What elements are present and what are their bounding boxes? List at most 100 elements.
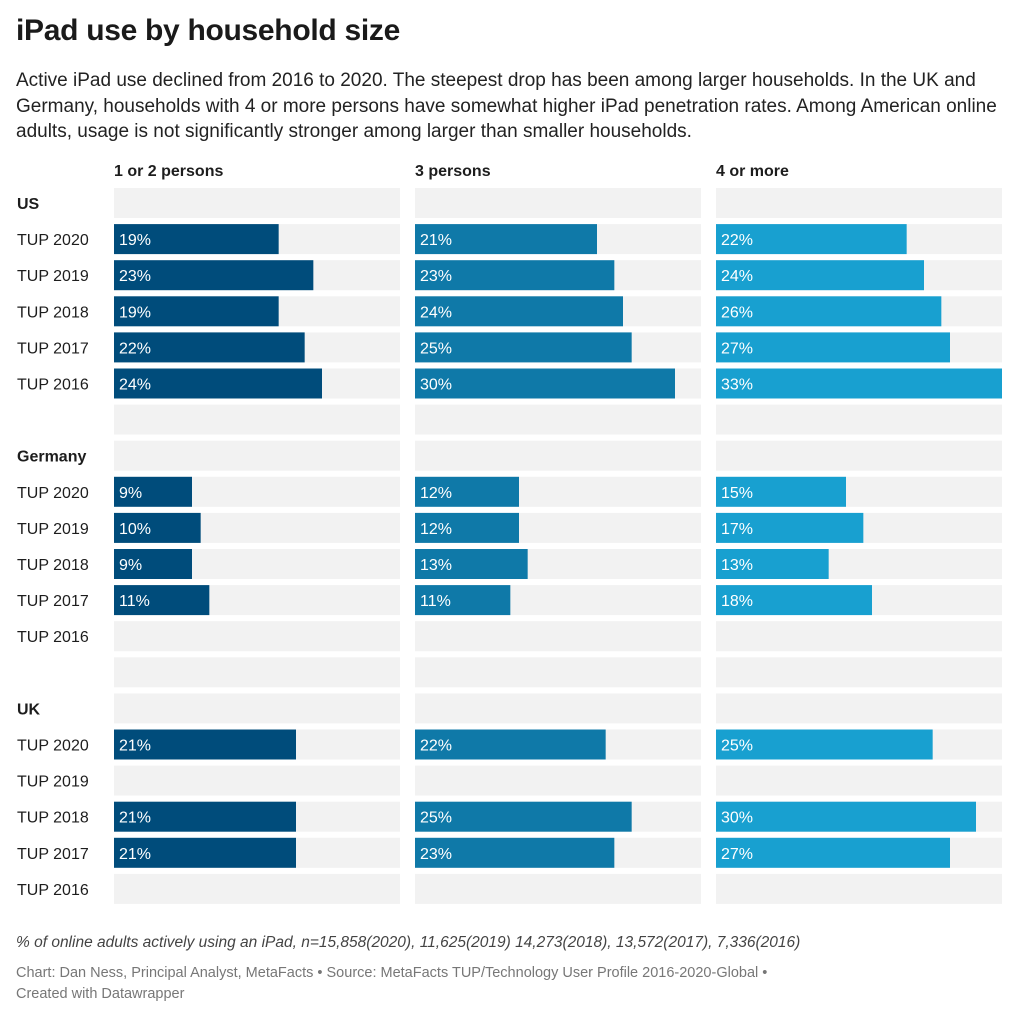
bar-germany-tup-2018-4-or-more	[716, 549, 829, 579]
row-background	[415, 765, 701, 796]
data-label: 19%	[119, 232, 151, 249]
row-label: TUP 2018	[17, 810, 89, 827]
column-header-4-or-more: 4 or more	[716, 163, 789, 180]
bar-us-tup-2016-4-or-more	[716, 368, 1002, 399]
bar-germany-tup-2019-4-or-more	[716, 512, 864, 543]
row-background	[415, 440, 701, 471]
row-background	[716, 404, 1002, 435]
bar-chart: 1 or 2 persons 3 persons 4 or more US TUP 20…	[17, 163, 1002, 904]
row-label: TUP 2018	[17, 557, 89, 574]
bar-us-tup-2018-1-or-2-persons	[114, 296, 279, 327]
bar-us-tup-2018-4-or-more	[716, 296, 942, 327]
data-label: 25%	[721, 738, 753, 755]
byline-chart-credit: Chart: Dan Ness, Principal Analyst, Meta…	[16, 965, 314, 981]
bar-us-tup-2019-3-persons	[415, 260, 615, 291]
bar-germany-tup-2018-3-persons	[415, 549, 528, 579]
row-background	[716, 657, 1002, 688]
row-label: TUP 2020	[17, 232, 89, 249]
byline-created-with: Created with Datawrapper	[16, 986, 185, 1002]
bar-germany-tup-2017-4-or-more	[716, 585, 872, 616]
bar-uk-tup-2020-1-or-2-persons	[114, 729, 296, 760]
row-label: TUP 2016	[17, 629, 89, 646]
group-label-germany: Germany	[17, 449, 86, 466]
bar-germany-tup-2020-4-or-more	[716, 476, 846, 507]
data-label: 18%	[721, 593, 753, 610]
data-label: 26%	[721, 304, 753, 321]
data-label: 22%	[721, 232, 753, 249]
data-label: 17%	[721, 521, 753, 538]
data-label: 11%	[119, 593, 150, 610]
row-label: TUP 2019	[17, 268, 89, 285]
row-background	[114, 693, 400, 724]
data-label: 21%	[119, 738, 151, 755]
bar-us-tup-2020-3-persons	[415, 224, 597, 255]
chart-notes: % of online adults actively using an iPa…	[16, 934, 801, 951]
row-label: TUP 2017	[17, 593, 89, 610]
row-background	[415, 621, 701, 652]
data-label: 11%	[420, 593, 451, 610]
data-label: 9%	[119, 557, 142, 574]
data-label: 15%	[721, 485, 753, 502]
row-background	[716, 621, 1002, 652]
bar-uk-tup-2017-1-or-2-persons	[114, 837, 296, 868]
data-label: 33%	[721, 377, 753, 394]
data-label: 22%	[119, 340, 151, 357]
bar-uk-tup-2020-3-persons	[415, 729, 606, 760]
row-background	[114, 657, 400, 688]
column-header-1-or-2-persons: 1 or 2 persons	[114, 163, 223, 180]
data-label: 13%	[420, 557, 452, 574]
row-background	[114, 404, 400, 435]
bar-germany-tup-2020-3-persons	[415, 476, 519, 507]
row-background	[716, 693, 1002, 724]
bar-us-tup-2019-4-or-more	[716, 260, 924, 291]
row-label: TUP 2017	[17, 846, 89, 863]
row-label: TUP 2018	[17, 304, 89, 321]
row-background	[716, 765, 1002, 796]
data-label: 12%	[420, 521, 452, 538]
row-label: TUP 2019	[17, 774, 89, 791]
chart-subtitle: Active iPad use declined from 2016 to 20…	[16, 70, 997, 142]
row-label: TUP 2019	[17, 521, 89, 538]
chart-byline: Chart: Dan Ness, Principal Analyst, Meta…	[16, 963, 916, 1005]
row-background	[415, 657, 701, 688]
byline-separator: •	[317, 965, 323, 981]
data-label: 30%	[721, 810, 753, 827]
data-label: 23%	[119, 268, 151, 285]
bar-us-tup-2019-1-or-2-persons	[114, 260, 314, 291]
row-background	[415, 188, 701, 218]
bar-us-tup-2016-3-persons	[415, 368, 675, 399]
data-label: 9%	[119, 485, 142, 502]
bar-uk-tup-2017-4-or-more	[716, 837, 950, 868]
data-label: 10%	[119, 521, 151, 538]
data-label: 30%	[420, 377, 452, 394]
data-label: 23%	[420, 846, 452, 863]
data-label: 21%	[420, 232, 452, 249]
data-label: 25%	[420, 340, 452, 357]
row-background	[716, 873, 1002, 904]
data-label: 23%	[420, 268, 452, 285]
row-background	[415, 693, 701, 724]
bar-us-tup-2018-3-persons	[415, 296, 623, 327]
bar-germany-tup-2019-1-or-2-persons	[114, 512, 201, 543]
bar-germany-tup-2017-1-or-2-persons	[114, 585, 210, 616]
data-label: 24%	[721, 268, 753, 285]
data-label: 21%	[119, 810, 151, 827]
data-label: 27%	[721, 846, 753, 863]
bar-germany-tup-2018-1-or-2-persons	[114, 549, 192, 579]
row-label: TUP 2020	[17, 485, 89, 502]
bar-uk-tup-2018-4-or-more	[716, 801, 976, 832]
row-background	[415, 873, 701, 904]
data-label: 24%	[119, 377, 151, 394]
bar-uk-tup-2020-4-or-more	[716, 729, 933, 760]
row-background	[114, 765, 400, 796]
byline-source: Source: MetaFacts TUP/Technology User Pr…	[326, 965, 759, 981]
row-label: TUP 2017	[17, 340, 89, 357]
group-label-uk: UK	[17, 701, 41, 718]
row-label: TUP 2020	[17, 738, 89, 755]
data-label: 13%	[721, 557, 753, 574]
data-label: 12%	[420, 485, 452, 502]
bar-us-tup-2020-1-or-2-persons	[114, 224, 279, 255]
data-label: 24%	[420, 304, 452, 321]
data-label: 19%	[119, 304, 151, 321]
bar-uk-tup-2017-3-persons	[415, 837, 615, 868]
